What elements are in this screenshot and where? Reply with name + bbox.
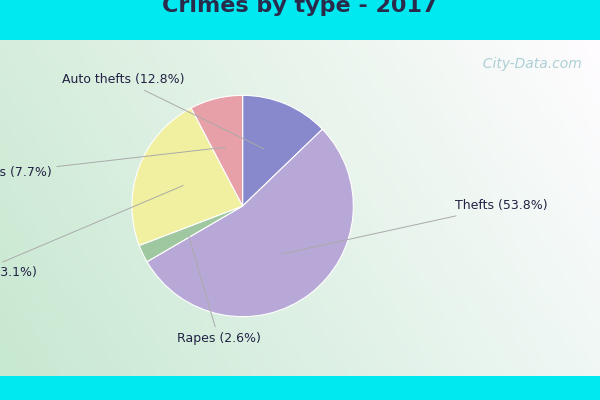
Text: City-Data.com: City-Data.com <box>474 57 582 71</box>
Wedge shape <box>242 95 322 206</box>
Text: Thefts (53.8%): Thefts (53.8%) <box>282 200 547 254</box>
Text: Auto thefts (12.8%): Auto thefts (12.8%) <box>62 73 264 149</box>
Wedge shape <box>147 129 353 317</box>
Text: Burglaries (23.1%): Burglaries (23.1%) <box>0 186 183 279</box>
Wedge shape <box>132 108 242 246</box>
Wedge shape <box>139 206 242 262</box>
Text: Rapes (2.6%): Rapes (2.6%) <box>177 235 260 345</box>
Text: Crimes by type - 2017: Crimes by type - 2017 <box>162 0 438 16</box>
Wedge shape <box>191 95 242 206</box>
Text: Assaults (7.7%): Assaults (7.7%) <box>0 147 225 179</box>
